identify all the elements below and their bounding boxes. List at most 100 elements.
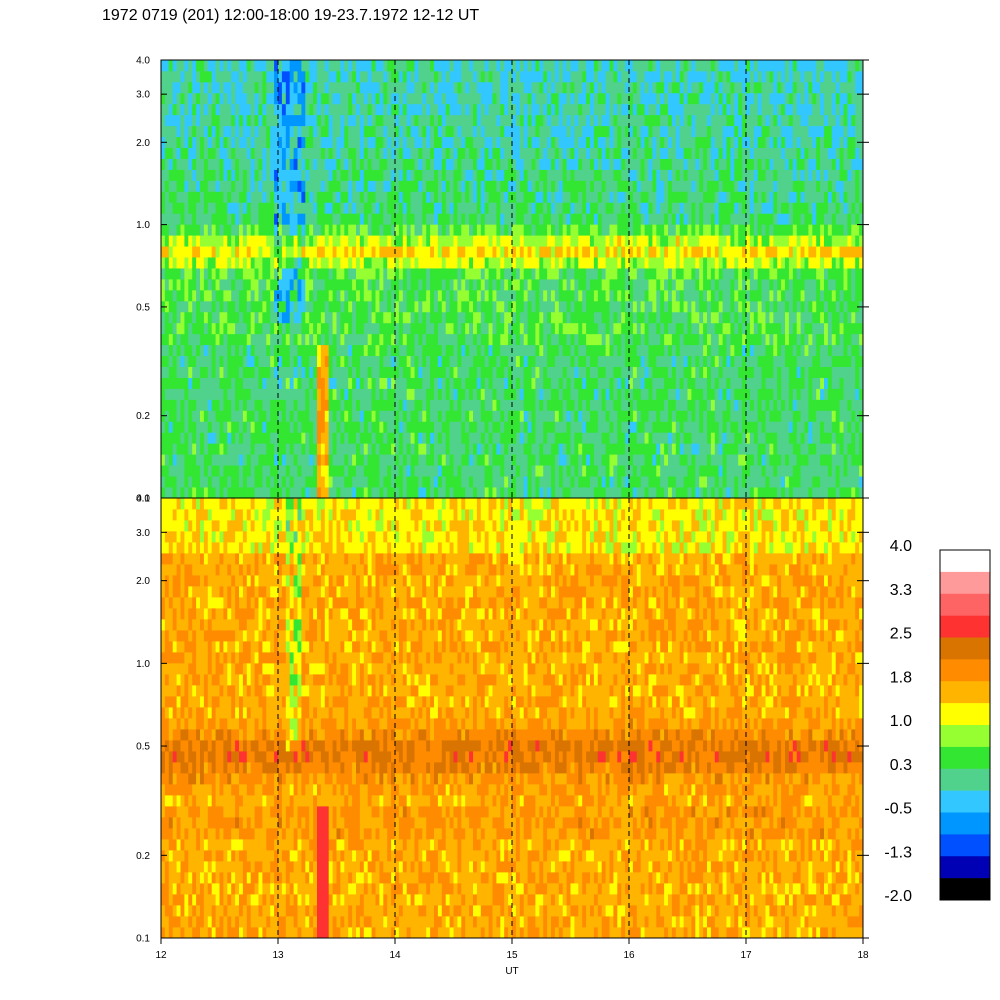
heatmap-cell <box>402 191 408 203</box>
heatmap-cell <box>410 180 415 192</box>
heatmap-cell <box>387 322 392 335</box>
heatmap-cell <box>488 191 493 203</box>
heatmap-cell <box>391 399 396 411</box>
heatmap-cell <box>274 377 279 389</box>
heatmap-cell <box>597 81 603 94</box>
heatmap-cell <box>320 399 326 411</box>
heatmap-cell <box>465 476 470 488</box>
heatmap-cell <box>336 366 341 378</box>
heatmap-cell <box>570 70 575 83</box>
heatmap-cell <box>402 289 408 302</box>
heatmap-cell <box>348 377 353 389</box>
heatmap-cell <box>609 333 614 346</box>
heatmap-cell <box>180 344 185 357</box>
heatmap-cell <box>621 158 626 170</box>
heatmap-cell <box>172 399 177 411</box>
heatmap-cell <box>176 202 181 214</box>
heatmap-cell <box>547 136 552 148</box>
heatmap-cell <box>340 202 345 214</box>
heatmap-cell <box>391 224 396 236</box>
heatmap-cell <box>176 268 181 280</box>
heatmap-cell <box>543 136 548 148</box>
heatmap-cell <box>504 465 509 477</box>
heatmap-cell <box>488 257 493 269</box>
heatmap-cell <box>504 268 509 280</box>
heatmap-cell <box>441 246 447 258</box>
heatmap-cell <box>523 311 528 324</box>
heatmap-cell <box>465 158 470 170</box>
heatmap-cell <box>356 289 361 302</box>
heatmap-cell <box>484 377 489 389</box>
heatmap-cell <box>371 410 376 422</box>
heatmap-cell <box>348 180 353 192</box>
heatmap-cell <box>523 333 528 346</box>
heatmap-cell <box>414 311 419 324</box>
heatmap-cell <box>188 81 193 94</box>
heatmap-cell <box>161 158 166 170</box>
heatmap-cell <box>644 103 649 116</box>
heatmap-cell <box>453 421 458 433</box>
heatmap-cell <box>176 333 181 346</box>
heatmap-cell <box>504 300 509 313</box>
heatmap-cell <box>418 465 423 477</box>
heatmap-cell <box>480 169 486 181</box>
heatmap-cell <box>200 257 205 269</box>
heatmap-cell <box>488 103 493 116</box>
heatmap-cell <box>531 333 536 346</box>
heatmap-cell <box>593 322 599 335</box>
heatmap-cell <box>379 289 384 302</box>
heatmap-cell <box>161 289 166 302</box>
heatmap-cell <box>508 180 513 192</box>
heatmap-cell <box>398 224 404 236</box>
heatmap-cell <box>410 169 415 181</box>
heatmap-cell <box>242 399 248 411</box>
heatmap-cell <box>504 213 509 225</box>
heatmap-cell <box>356 147 361 159</box>
heatmap-cell <box>379 224 384 236</box>
heatmap-cell <box>352 235 357 247</box>
heatmap-cell <box>383 268 388 280</box>
heatmap-cell <box>176 344 181 357</box>
heatmap-cell <box>621 476 626 488</box>
heatmap-cell <box>527 344 532 357</box>
heatmap-cell <box>605 158 610 170</box>
heatmap-cell <box>640 235 645 247</box>
heatmap-cell <box>617 333 622 346</box>
heatmap-cell <box>168 410 174 422</box>
heatmap-cell <box>570 399 575 411</box>
heatmap-cell <box>593 377 599 389</box>
heatmap-cell <box>219 169 224 181</box>
heatmap-cell <box>574 432 579 444</box>
heatmap-cell <box>523 158 528 170</box>
heatmap-cell <box>359 443 365 455</box>
heatmap-cell <box>613 289 618 302</box>
heatmap-cell <box>344 289 349 302</box>
heatmap-cell <box>410 70 415 83</box>
heatmap-cell <box>352 355 357 367</box>
heatmap-cell <box>367 432 372 444</box>
heatmap-cell <box>356 224 361 236</box>
heatmap-cell <box>227 279 232 291</box>
heatmap-cell <box>250 333 255 346</box>
heatmap-cell <box>305 322 310 335</box>
heatmap-cell <box>430 60 435 72</box>
heatmap-cell <box>476 476 482 488</box>
heatmap-cell <box>356 257 361 269</box>
heatmap-cell <box>609 311 614 324</box>
heatmap-cell <box>476 81 482 94</box>
heatmap-cell <box>562 399 567 411</box>
heatmap-cell <box>500 454 505 466</box>
heatmap-cell <box>543 246 548 258</box>
heatmap-cell <box>348 289 353 302</box>
heatmap-cell <box>227 465 232 477</box>
heatmap-cell <box>539 147 544 159</box>
heatmap-cell <box>395 92 400 105</box>
heatmap-cell <box>352 289 357 302</box>
heatmap-cell <box>488 443 493 455</box>
heatmap-cell <box>582 465 587 477</box>
heatmap-cell <box>586 60 591 72</box>
heatmap-cell <box>379 60 384 72</box>
heatmap-cell <box>356 344 361 357</box>
heatmap-cell <box>348 443 353 455</box>
heatmap-cell <box>613 257 618 269</box>
